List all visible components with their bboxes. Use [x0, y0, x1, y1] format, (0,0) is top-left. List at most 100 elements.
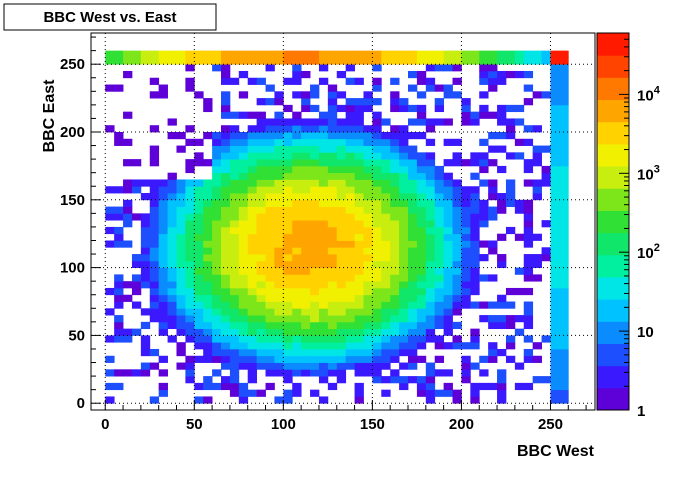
heatmap-cell	[301, 301, 311, 309]
heatmap-cell	[470, 118, 480, 126]
heatmap-cell	[434, 199, 445, 207]
heatmap-cell	[131, 159, 142, 167]
heatmap-cell	[470, 260, 480, 269]
heatmap-cell	[310, 125, 320, 133]
heatmap-cell	[345, 213, 355, 221]
heatmap-cell	[149, 77, 160, 85]
heatmap-cell	[372, 159, 382, 167]
heatmap-cell	[434, 213, 445, 221]
heatmap-cell	[229, 260, 240, 269]
heatmap-cell	[229, 389, 240, 397]
heatmap-cell	[327, 159, 338, 167]
heatmap-cell	[212, 226, 222, 235]
heatmap-cell	[221, 145, 231, 153]
heatmap-cell	[283, 165, 293, 174]
heatmap-cell	[505, 193, 516, 201]
heatmap-cell	[140, 335, 151, 343]
heatmap-cell	[167, 315, 177, 323]
y-axis-label: BBC East	[41, 79, 58, 153]
heatmap-cell	[408, 50, 418, 58]
heatmap-cell	[212, 152, 222, 160]
heatmap-cell	[131, 287, 142, 296]
heatmap-cell	[149, 50, 160, 58]
heatmap-cell	[408, 321, 418, 330]
heatmap-cell	[185, 206, 195, 214]
heatmap-cell	[256, 362, 266, 370]
heatmap-cell	[363, 199, 373, 207]
heatmap-cell	[336, 260, 347, 269]
heatmap-cell	[167, 226, 177, 235]
heatmap-cell	[105, 206, 115, 214]
heatmap-cell	[559, 220, 569, 228]
heatmap-cell	[247, 57, 258, 65]
heatmap-cell	[238, 355, 249, 363]
heatmap-cell	[140, 369, 151, 377]
heatmap-cell	[301, 281, 311, 289]
heatmap-cell	[203, 226, 213, 235]
heatmap-cell	[310, 348, 320, 357]
heatmap-cell	[310, 152, 320, 160]
heatmap-cell	[265, 179, 275, 187]
heatmap-cell	[372, 362, 382, 370]
heatmap-cell	[247, 274, 258, 282]
heatmap-cell	[541, 50, 551, 58]
heatmap-cell	[238, 348, 249, 357]
heatmap-cell	[301, 165, 311, 174]
heatmap-cell	[131, 186, 142, 194]
heatmap-cell	[381, 389, 391, 397]
heatmap-cell	[497, 254, 507, 262]
heatmap-cell	[550, 369, 560, 377]
heatmap-cell	[541, 376, 551, 384]
heatmap-cell	[114, 369, 124, 377]
heatmap-cell	[167, 132, 177, 140]
heatmap-cell	[265, 281, 275, 289]
heatmap-cell	[408, 281, 418, 289]
heatmap-cell	[310, 342, 320, 350]
heatmap-cell	[532, 152, 542, 160]
heatmap-cell	[203, 267, 213, 275]
heatmap-cell	[354, 220, 364, 228]
heatmap-cell	[363, 125, 373, 133]
heatmap-cell	[345, 206, 355, 214]
heatmap-cell	[336, 165, 347, 174]
heatmap-cell	[452, 159, 462, 167]
heatmap-cell	[265, 254, 275, 262]
heatmap-cell	[274, 362, 284, 370]
heatmap-cell	[149, 91, 160, 99]
heatmap-cell	[265, 240, 275, 248]
heatmap-cell	[443, 369, 453, 377]
heatmap-cell	[229, 159, 240, 167]
heatmap-cell	[256, 57, 266, 65]
heatmap-cell	[523, 125, 534, 133]
heatmap-cell	[336, 206, 347, 214]
heatmap-cell	[292, 294, 302, 302]
heatmap-cell	[283, 376, 293, 384]
heatmap-cell	[434, 57, 445, 65]
heatmap-cell	[185, 281, 195, 289]
heatmap-cell	[229, 179, 240, 187]
heatmap-cell	[301, 369, 311, 377]
heatmap-cell	[176, 226, 186, 235]
heatmap-cell	[185, 267, 195, 275]
heatmap-cell	[434, 206, 445, 214]
heatmap-cell	[265, 226, 275, 235]
heatmap-cell	[408, 335, 418, 343]
heatmap-cell	[416, 50, 427, 58]
heatmap-cell	[327, 369, 338, 377]
heatmap-cell	[434, 104, 445, 113]
heatmap-cell	[399, 382, 409, 391]
heatmap-cell	[247, 294, 258, 302]
heatmap-cell	[221, 193, 231, 201]
heatmap-cell	[327, 233, 338, 241]
heatmap-cell	[283, 125, 293, 133]
heatmap-cell	[336, 348, 347, 357]
heatmap-cell	[318, 348, 329, 357]
title-box: BBC West vs. East	[3, 3, 217, 31]
heatmap-cell	[345, 233, 355, 241]
heatmap-cell	[131, 213, 142, 221]
heatmap-cell	[105, 396, 115, 404]
heatmap-cell	[105, 186, 115, 194]
heatmap-cell	[176, 348, 186, 357]
heatmap-cell	[283, 104, 293, 113]
heatmap-cell	[212, 64, 222, 72]
